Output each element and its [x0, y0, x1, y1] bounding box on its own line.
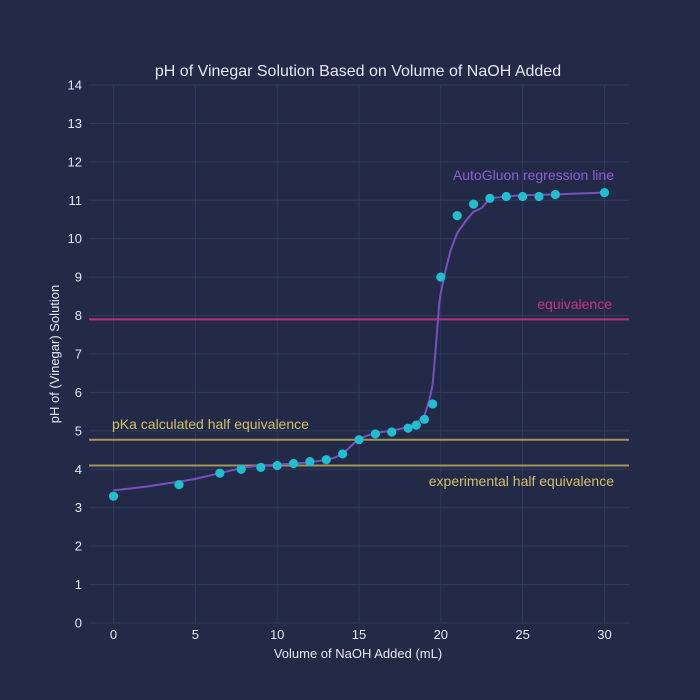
data-point [436, 272, 446, 282]
data-point [288, 458, 299, 469]
y-tick-label: 3 [75, 500, 82, 515]
annotation-equivalence: equivalence [537, 296, 612, 312]
x-tick-label: 25 [515, 627, 529, 642]
data-point [419, 414, 430, 424]
grid-layer [89, 84, 629, 624]
x-tick-label: 30 [597, 627, 611, 642]
chart-title: pH of Vinegar Solution Based on Volume o… [155, 63, 561, 80]
data-point [534, 191, 544, 202]
data-point [387, 427, 397, 437]
x-tick-label: 20 [434, 627, 448, 642]
data-point [272, 460, 282, 471]
x-tick-label: 0 [110, 627, 117, 642]
data-point [236, 464, 246, 474]
y-tick-label: 1 [75, 577, 82, 592]
annotation-pka-half-equivalence: pKa calculated half equivalence [112, 416, 309, 432]
data-point [256, 462, 266, 472]
data-point [452, 211, 462, 221]
data-point [354, 435, 364, 445]
data-point [370, 429, 380, 439]
data-point [174, 480, 184, 490]
y-tick-label: 8 [75, 308, 82, 323]
data-point [305, 457, 315, 467]
annotation-regression-line: AutoGluon regression line [453, 167, 614, 183]
data-point [599, 188, 610, 198]
y-axis-title: pH of (Vinegar) Solution [47, 285, 62, 424]
y-tick-label: 0 [75, 616, 82, 631]
y-tick-label: 11 [69, 193, 83, 208]
data-point [411, 420, 421, 430]
data-point [485, 193, 495, 203]
data-point [321, 455, 331, 465]
y-tick-label: 9 [75, 270, 82, 285]
y-tick-label: 7 [75, 347, 82, 362]
y-tick-label: 13 [68, 116, 82, 131]
data-point [215, 468, 225, 478]
y-tick-label: 4 [75, 462, 82, 477]
y-tick-label: 14 [68, 78, 82, 93]
y-tick-label: 12 [68, 154, 82, 169]
x-tick-label: 5 [192, 627, 199, 642]
data-point [428, 399, 438, 409]
data-point [108, 491, 119, 501]
data-point [468, 199, 479, 209]
x-tick-label: 10 [270, 627, 284, 642]
series-layer [108, 188, 610, 501]
annotation-experimental-half-equivalence: experimental half equivalence [429, 473, 614, 489]
x-axis-title: Volume of NaOH Added (mL) [274, 646, 442, 661]
data-point [403, 423, 413, 433]
x-tick-label: 15 [352, 627, 366, 642]
data-point [501, 191, 511, 202]
y-tick-label: 10 [68, 231, 82, 246]
data-point [518, 191, 528, 202]
data-point [338, 449, 348, 459]
y-tick-label: 5 [75, 423, 82, 438]
y-tick-label: 6 [75, 385, 82, 400]
y-tick-label: 2 [75, 539, 82, 554]
data-point [550, 189, 560, 200]
